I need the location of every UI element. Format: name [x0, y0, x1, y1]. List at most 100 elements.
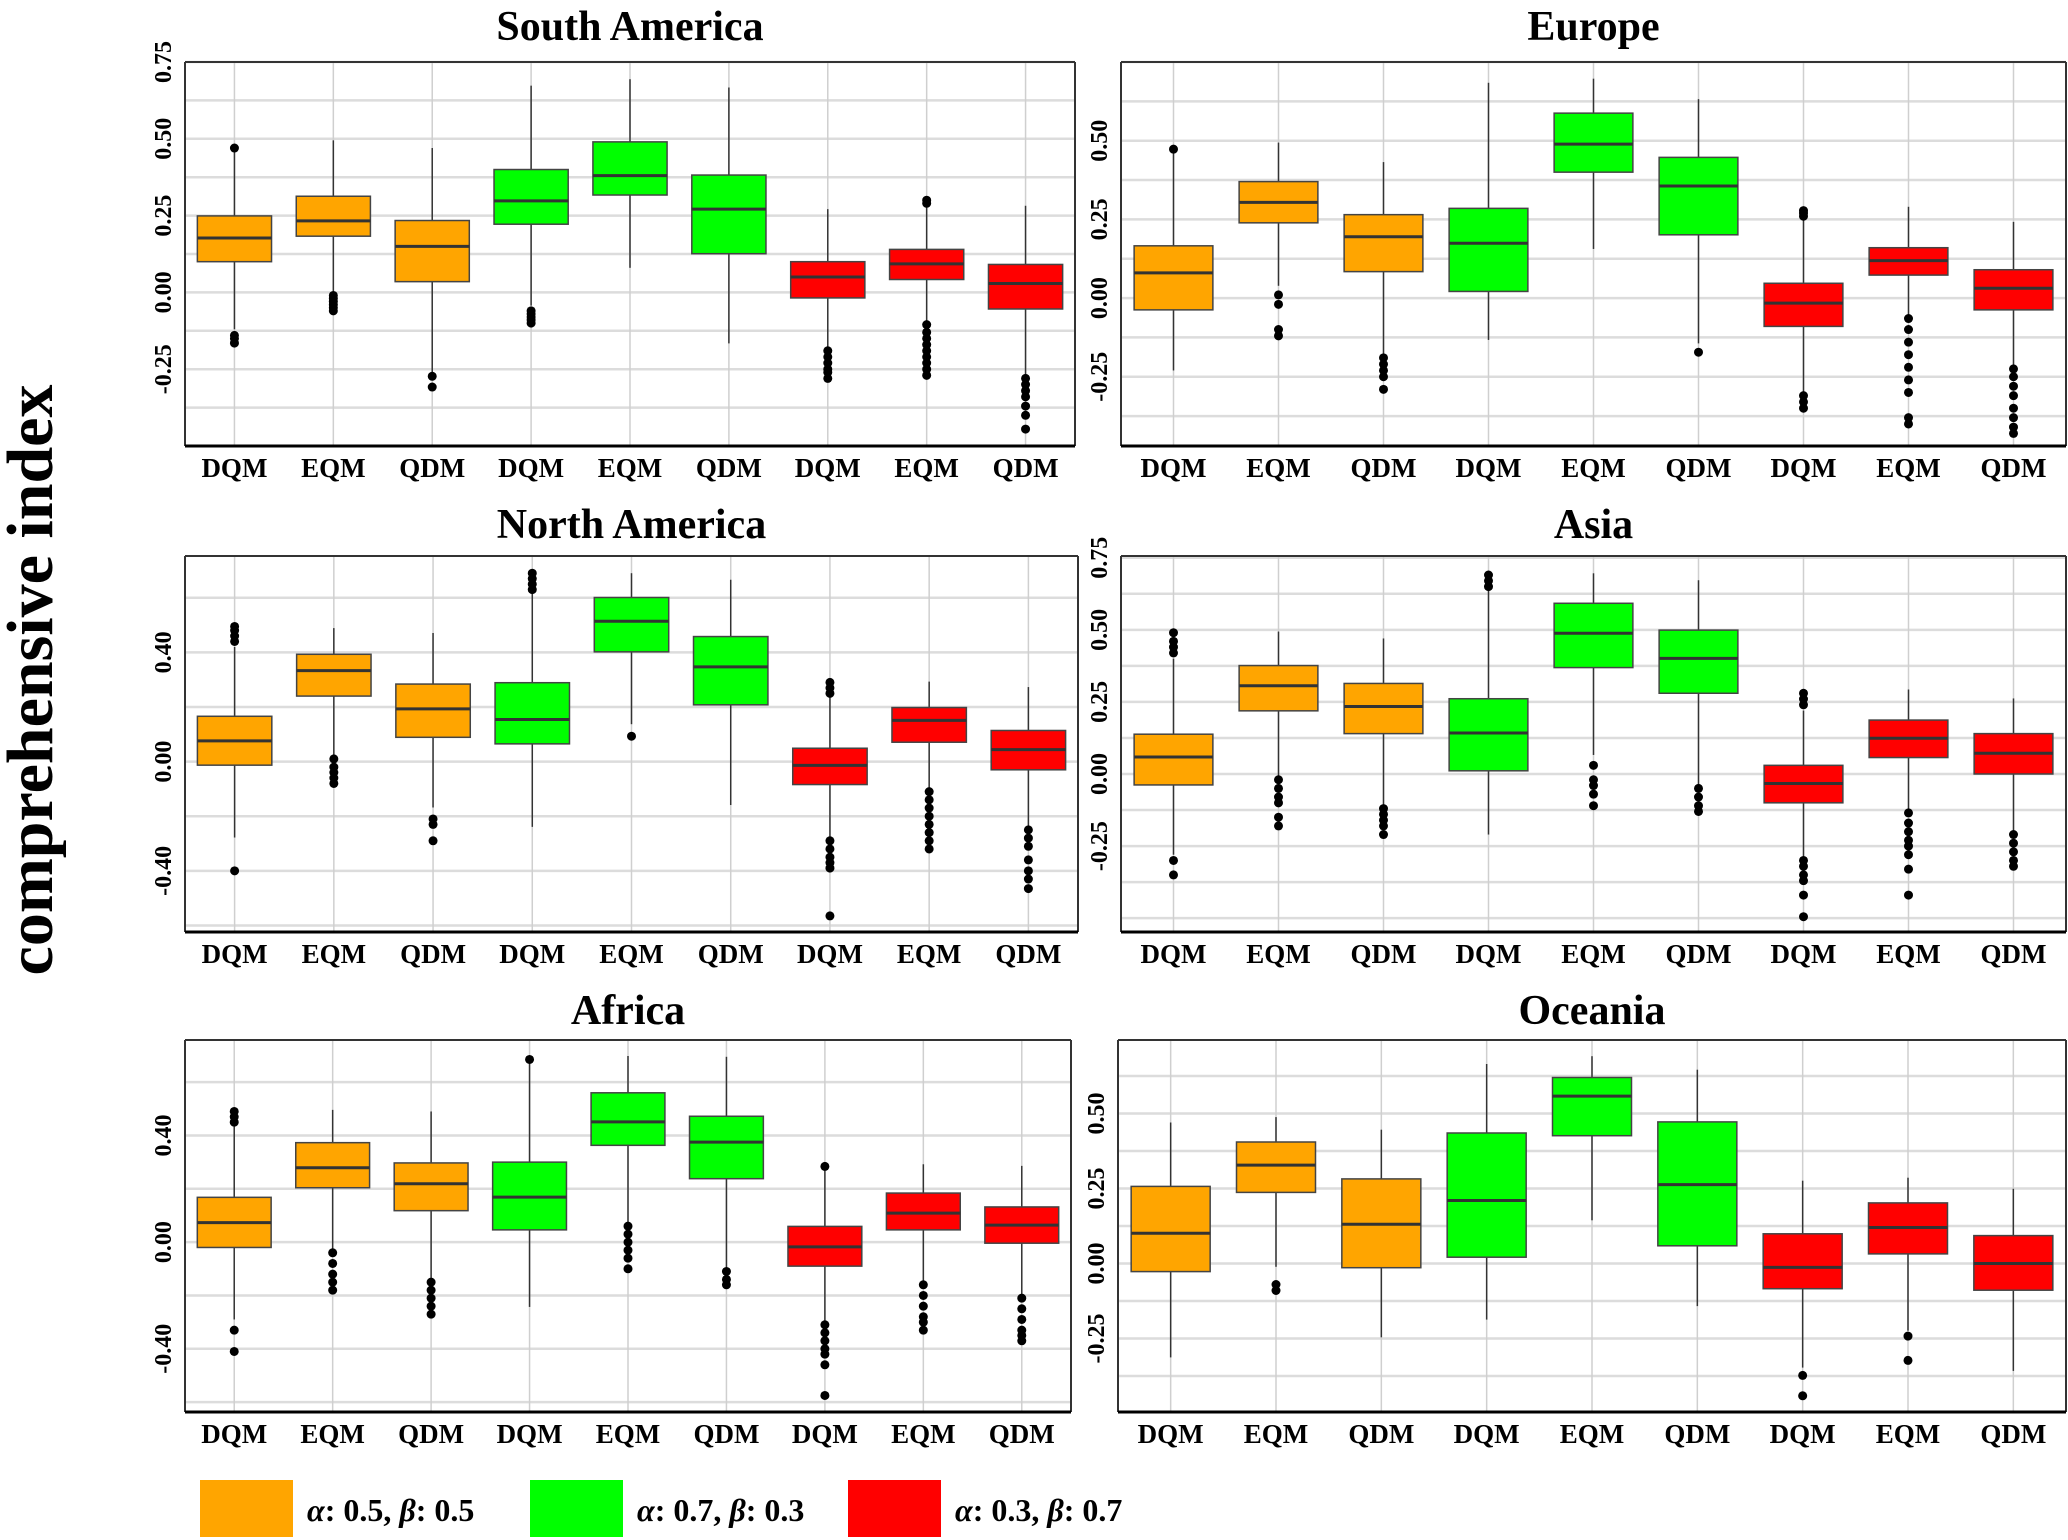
box-dqm-green	[1448, 82, 1529, 340]
legend-swatch	[200, 1480, 293, 1537]
x-tick-label: QDM	[698, 939, 764, 969]
x-tick-label: DQM	[497, 1419, 563, 1449]
outlier-point	[623, 1237, 633, 1247]
x-tick-label: EQM	[302, 939, 367, 969]
x-tick-label: DQM	[1456, 453, 1522, 483]
box-eqm-red	[1868, 689, 1949, 900]
outlier-point	[627, 731, 636, 741]
x-tick-label: EQM	[300, 1419, 365, 1449]
legend-alpha-value: : 0.7,	[655, 1492, 730, 1528]
x-tick-label: EQM	[1560, 1419, 1625, 1449]
outlier-point	[825, 844, 835, 854]
outlier-point	[426, 1285, 436, 1295]
box-iqr	[691, 174, 767, 255]
box-eqm-green	[1553, 78, 1634, 249]
box-qdm-red	[987, 205, 1064, 434]
box-dqm-green	[491, 1054, 568, 1307]
outlier-point	[924, 828, 934, 838]
y-tick-label: 0.40	[151, 1114, 177, 1156]
outlier-point	[1169, 855, 1178, 865]
outlier-point	[1694, 783, 1703, 793]
outlier-point	[426, 1301, 436, 1311]
x-tick-label: DQM	[792, 1419, 858, 1449]
panel-title: Europe	[1527, 4, 1659, 50]
panel-africa: Africa -0.40 0.00 0.40 DQM EQM QDM DQM EQM QDM DQM…	[151, 988, 1072, 1449]
outlier-point	[1799, 688, 1808, 698]
outlier-point	[1169, 636, 1178, 646]
outlier-point	[1169, 870, 1178, 880]
outlier-point	[426, 1309, 436, 1319]
x-tick-label: EQM	[894, 453, 959, 483]
box-dqm-green	[494, 568, 571, 827]
outlier-point	[820, 1328, 830, 1338]
box-eqm-orange	[295, 140, 372, 316]
outlier-point	[1274, 821, 1283, 831]
outlier-point	[721, 1280, 731, 1290]
outlier-point	[1799, 912, 1808, 922]
x-tick-label: EQM	[599, 939, 664, 969]
outlier-point	[526, 318, 536, 328]
outlier-point	[525, 1054, 535, 1064]
legend-beta-value: : 0.3	[746, 1492, 805, 1528]
box-dqm-orange	[1133, 144, 1214, 371]
x-tick-label: DQM	[1141, 453, 1207, 483]
box-iqr	[494, 681, 571, 745]
outlier-point	[1271, 1286, 1281, 1295]
y-tick-label: 0.50	[151, 118, 177, 160]
outlier-point	[329, 778, 339, 788]
outlier-point	[1799, 391, 1808, 401]
legend-label: α: 0.5, β: 0.5	[307, 1492, 474, 1528]
box-dqm-green	[1448, 570, 1529, 835]
y-tick-label: -0.25	[1087, 821, 1113, 871]
outlier-point	[428, 819, 438, 829]
x-tick-label: DQM	[795, 453, 861, 483]
box-eqm-green	[1553, 573, 1634, 811]
outlier-point	[1274, 325, 1283, 335]
legend-beta-label: β	[728, 1492, 746, 1528]
outlier-point	[1274, 775, 1283, 785]
outlier-point	[229, 338, 239, 348]
box-iqr	[1235, 1141, 1317, 1194]
legend-item-orange: α: 0.5, β: 0.5	[200, 1480, 474, 1537]
x-tick-label: EQM	[1876, 1419, 1941, 1449]
box-iqr	[295, 1141, 371, 1189]
outlier-point	[1799, 890, 1808, 900]
box-iqr	[1238, 664, 1319, 712]
box-iqr	[1133, 245, 1214, 311]
box-iqr	[1448, 697, 1529, 772]
outlier-point	[1023, 825, 1033, 835]
outlier-point	[1169, 628, 1178, 638]
panel-title: Africa	[571, 988, 685, 1034]
outlier-point	[229, 1346, 239, 1356]
box-dqm-green	[493, 85, 569, 328]
legend-beta-value: : 0.5	[416, 1492, 475, 1528]
outlier-point	[820, 1390, 830, 1400]
outlier-point	[1274, 812, 1283, 822]
x-tick-label: QDM	[1351, 453, 1417, 483]
x-tick-label: DQM	[797, 939, 863, 969]
x-tick-label: EQM	[891, 1419, 956, 1449]
outlier-point	[2009, 364, 2018, 374]
box-dqm-orange	[196, 621, 273, 876]
outlier-point	[2009, 838, 2018, 848]
x-tick-label: DQM	[1456, 939, 1522, 969]
outlier-point	[825, 836, 835, 846]
outlier-point	[721, 1266, 731, 1276]
y-tick-label: 0.00	[151, 741, 177, 783]
x-tick-label: EQM	[1876, 939, 1941, 969]
box-qdm-green	[1658, 99, 1739, 357]
x-tick-label: QDM	[1666, 939, 1732, 969]
outlier-point	[230, 866, 240, 876]
outlier-point	[1904, 808, 1913, 818]
outlier-point	[2009, 391, 2018, 401]
outlier-point	[1589, 789, 1598, 799]
box-dqm-red	[1763, 688, 1844, 922]
box-eqm-red	[1867, 1177, 1949, 1365]
x-tick-label: EQM	[1561, 939, 1626, 969]
outlier-point	[329, 754, 339, 764]
outlier-point	[1904, 362, 1913, 372]
outlier-point	[1798, 1391, 1808, 1401]
outlier-point	[1904, 890, 1913, 900]
outlier-point	[1379, 830, 1388, 840]
